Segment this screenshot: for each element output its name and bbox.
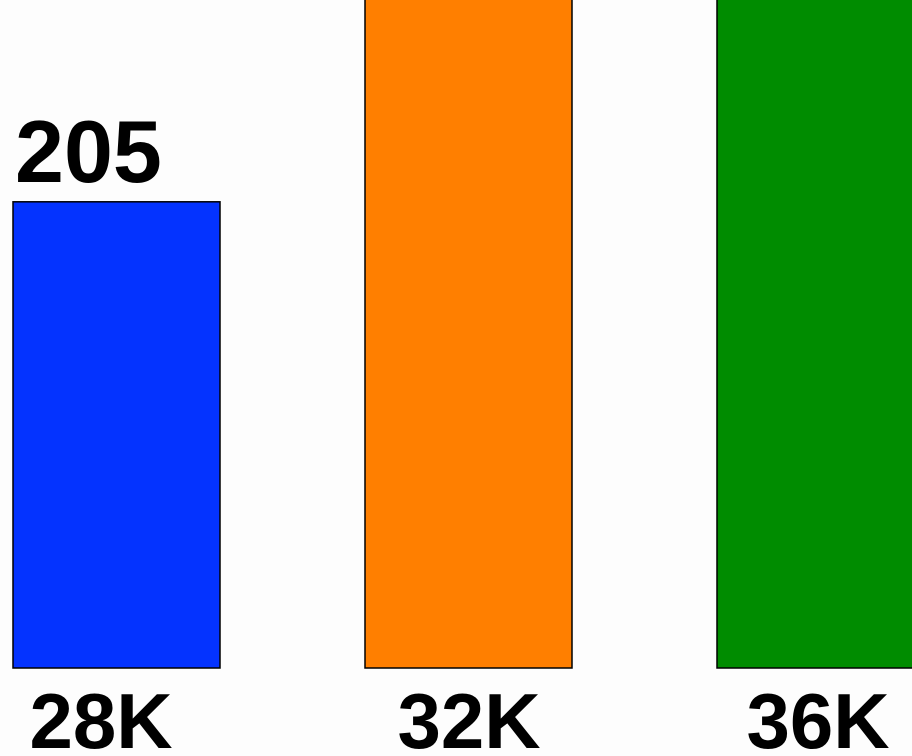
category-label-32k: 32K [397, 677, 540, 756]
bar-36k [717, 0, 912, 668]
category-label-36k: 36K [746, 677, 889, 756]
value-label-28k: 205 [15, 102, 162, 201]
bar-28k [13, 202, 220, 668]
category-label-28k: 28K [29, 677, 172, 756]
bar-32k [365, 0, 572, 668]
category-labels-group: 28K 32K 36K [29, 677, 889, 756]
